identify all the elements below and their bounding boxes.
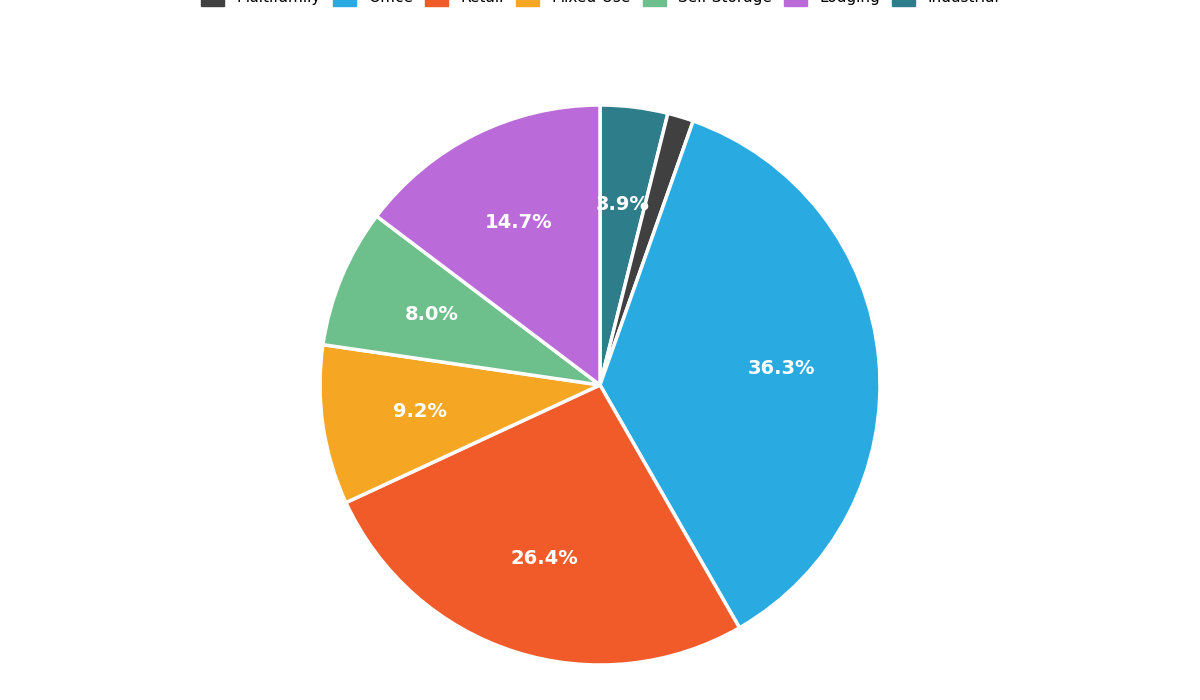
Wedge shape xyxy=(323,216,600,385)
Wedge shape xyxy=(377,105,600,385)
Text: 14.7%: 14.7% xyxy=(485,213,553,232)
Text: 8.0%: 8.0% xyxy=(406,305,460,324)
Text: 3.9%: 3.9% xyxy=(595,195,649,214)
Text: 26.4%: 26.4% xyxy=(511,549,578,568)
Wedge shape xyxy=(320,344,600,503)
Text: 9.2%: 9.2% xyxy=(392,402,446,421)
Wedge shape xyxy=(600,105,668,385)
Wedge shape xyxy=(600,113,694,385)
Wedge shape xyxy=(600,121,880,628)
Text: 36.3%: 36.3% xyxy=(748,359,815,378)
Wedge shape xyxy=(346,385,739,665)
Legend: Multifamily, Office, Retail, Mixed-Use, Self Storage, Lodging, Industrial: Multifamily, Office, Retail, Mixed-Use, … xyxy=(193,0,1007,13)
